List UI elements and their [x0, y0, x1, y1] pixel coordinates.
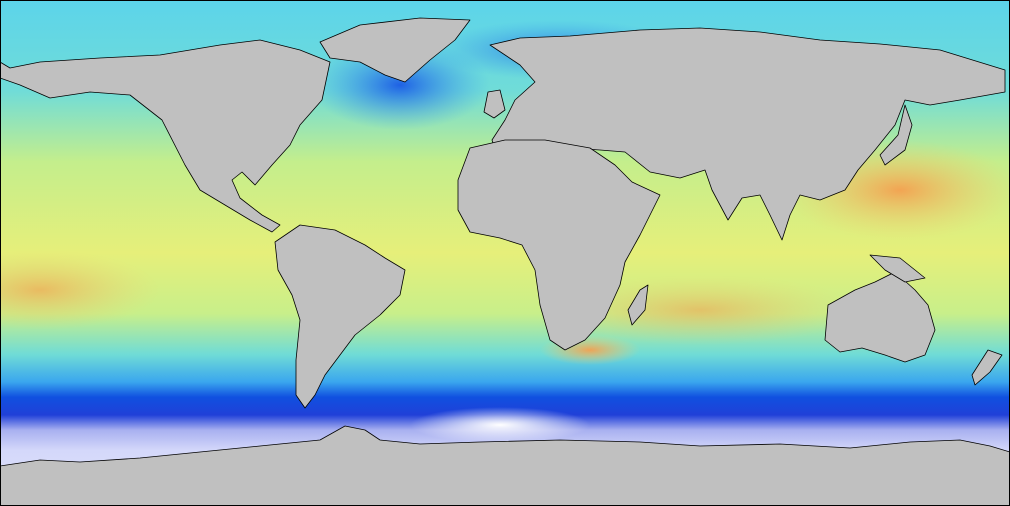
ice-edge [410, 407, 590, 443]
new-guinea [869, 254, 926, 283]
greenland [319, 17, 471, 83]
north-america [0, 39, 331, 233]
japan [879, 104, 913, 166]
antarctica [0, 425, 1010, 506]
africa [457, 139, 661, 351]
madagascar [627, 284, 649, 326]
south-america [274, 224, 406, 409]
warm-pool [0, 250, 160, 330]
australia [824, 271, 936, 363]
landmasses [0, 17, 1010, 506]
uk [483, 89, 506, 119]
new-zealand [971, 349, 1003, 386]
warm-pool [540, 275, 860, 345]
